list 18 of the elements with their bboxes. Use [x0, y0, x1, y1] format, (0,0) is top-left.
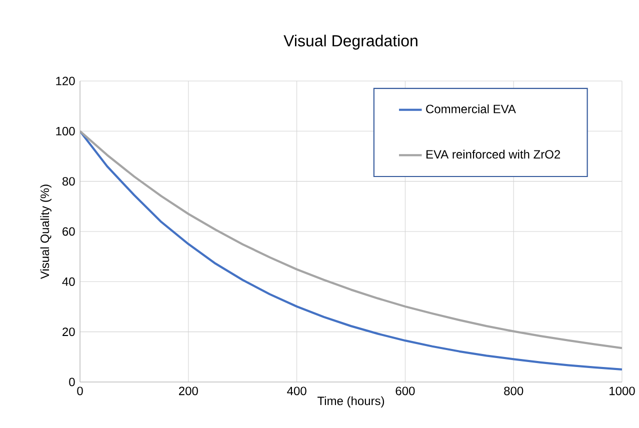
legend-label: Commercial EVA — [426, 104, 516, 114]
x-tick-label: 1000 — [610, 386, 635, 396]
x-tick-label: 200 — [179, 386, 198, 396]
x-tick-label: 0 — [77, 386, 83, 396]
y-axis-title: Visual Quality (%) — [40, 184, 52, 279]
y-tick-label: 0 — [69, 378, 75, 386]
y-tick-label: 40 — [62, 277, 75, 286]
x-tick-label: 800 — [504, 386, 524, 396]
y-tick-label: 100 — [56, 126, 75, 136]
y-tick-label: 60 — [62, 227, 75, 236]
x-tick-label: 400 — [287, 386, 306, 396]
legend-label: EVA reinforced with ZrO2 — [426, 150, 560, 159]
chart-title: Visual Degradation — [284, 34, 418, 50]
x-tick-label: 600 — [396, 386, 415, 396]
x-axis-title: Time (hours) — [317, 396, 384, 408]
y-tick-label: 20 — [62, 328, 75, 336]
y-tick-label: 120 — [56, 76, 75, 86]
y-tick-label: 80 — [62, 177, 75, 186]
